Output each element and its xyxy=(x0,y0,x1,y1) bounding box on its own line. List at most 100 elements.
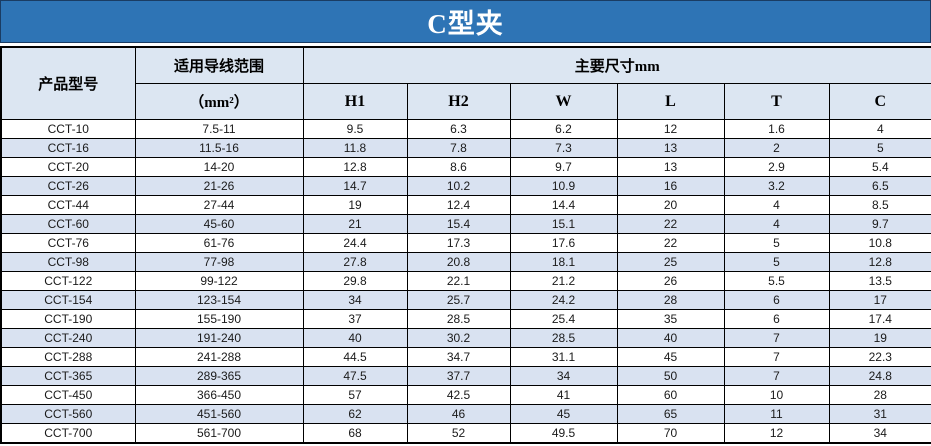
cell-t: 7 xyxy=(723,366,830,386)
cell-wire-range: 123-154 xyxy=(134,290,304,310)
cell-t: 6 xyxy=(723,290,830,310)
table-row: CCT-44 27-44 19 12.4 14.4 20 4 8.5 xyxy=(0,195,931,215)
cell-w: 45 xyxy=(509,404,618,424)
cell-wire-range: 21-26 xyxy=(134,176,304,196)
cell-wire-range: 11.5-16 xyxy=(134,138,304,158)
header-wire-range-unit: （mm²） xyxy=(134,83,304,120)
cell-model: CCT-26 xyxy=(0,176,136,196)
cell-c: 10.8 xyxy=(828,233,931,253)
cell-h1: 68 xyxy=(302,423,408,444)
header-row-1: 产品型号 适用导线范围 主要尺寸mm xyxy=(0,46,931,120)
table-row: CCT-60 45-60 21 15.4 15.1 22 4 9.7 xyxy=(0,214,931,234)
cell-model: CCT-16 xyxy=(0,138,136,158)
cell-t: 4 xyxy=(723,214,830,234)
header-wire-range: 适用导线范围 xyxy=(134,46,304,84)
table-row: CCT-20 14-20 12.8 8.6 9.7 13 2.9 5.4 xyxy=(0,157,931,177)
cell-h1: 34 xyxy=(302,290,408,310)
cell-model: CCT-240 xyxy=(0,328,136,348)
cell-c: 31 xyxy=(828,404,931,424)
cell-t: 7 xyxy=(723,328,830,348)
cell-model: CCT-20 xyxy=(0,157,136,177)
cell-w: 10.9 xyxy=(509,176,618,196)
spec-table: 产品型号 适用导线范围 主要尺寸mm （mm²） H1 H2 W L T C C… xyxy=(0,46,931,444)
table-row: CCT-76 61-76 24.4 17.3 17.6 22 5 10.8 xyxy=(0,233,931,253)
cell-h1: 14.7 xyxy=(302,176,408,196)
cell-h1: 40 xyxy=(302,328,408,348)
cell-c: 34 xyxy=(828,423,931,444)
table-row: CCT-240 191-240 40 30.2 28.5 40 7 19 xyxy=(0,328,931,348)
table-row: CCT-560 451-560 62 46 45 65 11 31 xyxy=(0,404,931,424)
cell-w: 34 xyxy=(509,366,618,386)
cell-t: 10 xyxy=(723,385,830,405)
table-row: CCT-190 155-190 37 28.5 25.4 35 6 17.4 xyxy=(0,309,931,329)
cell-w: 25.4 xyxy=(509,309,618,329)
cell-wire-range: 45-60 xyxy=(134,214,304,234)
title-bar: C型夹 xyxy=(0,0,931,43)
cell-w: 14.4 xyxy=(509,195,618,215)
cell-c: 4 xyxy=(828,119,931,139)
cell-wire-range: 289-365 xyxy=(134,366,304,386)
cell-model: CCT-288 xyxy=(0,347,136,367)
cell-l: 45 xyxy=(616,347,725,367)
cell-w: 31.1 xyxy=(509,347,618,367)
cell-model: CCT-60 xyxy=(0,214,136,234)
cell-h2: 42.5 xyxy=(406,385,511,405)
cell-h1: 44.5 xyxy=(302,347,408,367)
cell-c: 12.8 xyxy=(828,252,931,272)
cell-t: 3.2 xyxy=(723,176,830,196)
header-product-model: 产品型号 xyxy=(0,46,136,120)
cell-h1: 47.5 xyxy=(302,366,408,386)
cell-t: 2 xyxy=(723,138,830,158)
cell-t: 5 xyxy=(723,252,830,272)
table-header: 产品型号 适用导线范围 主要尺寸mm （mm²） H1 H2 W L T C xyxy=(0,46,931,120)
cell-h2: 52 xyxy=(406,423,511,444)
cell-wire-range: 14-20 xyxy=(134,157,304,177)
cell-l: 40 xyxy=(616,328,725,348)
cell-model: CCT-560 xyxy=(0,404,136,424)
table-body: CCT-10 7.5-11 9.5 6.3 6.2 12 1.6 4 CCT-1… xyxy=(0,119,931,444)
cell-h2: 7.8 xyxy=(406,138,511,158)
cell-w: 28.5 xyxy=(509,328,618,348)
cell-c: 28 xyxy=(828,385,931,405)
cell-w: 49.5 xyxy=(509,423,618,444)
cell-model: CCT-700 xyxy=(0,423,136,444)
cell-h2: 6.3 xyxy=(406,119,511,139)
cell-c: 5 xyxy=(828,138,931,158)
header-row-2: （mm²） H1 H2 W L T C xyxy=(1,83,931,120)
cell-model: CCT-190 xyxy=(0,309,136,329)
cell-l: 26 xyxy=(616,271,725,291)
cell-model: CCT-365 xyxy=(0,366,136,386)
cell-h2: 34.7 xyxy=(406,347,511,367)
cell-l: 35 xyxy=(616,309,725,329)
header-col-l: L xyxy=(616,83,725,120)
cell-model: CCT-98 xyxy=(0,252,136,272)
cell-h2: 10.2 xyxy=(406,176,511,196)
table-row: CCT-288 241-288 44.5 34.7 31.1 45 7 22.3 xyxy=(0,347,931,367)
cell-h1: 11.8 xyxy=(302,138,408,158)
cell-h1: 21 xyxy=(302,214,408,234)
cell-l: 25 xyxy=(616,252,725,272)
cell-t: 1.6 xyxy=(723,119,830,139)
cell-c: 17.4 xyxy=(828,309,931,329)
cell-h2: 28.5 xyxy=(406,309,511,329)
cell-l: 13 xyxy=(616,157,725,177)
header-col-t: T xyxy=(723,83,830,120)
cell-w: 15.1 xyxy=(509,214,618,234)
cell-h2: 17.3 xyxy=(406,233,511,253)
header-dimensions-group: 主要尺寸mm xyxy=(302,46,931,84)
cell-l: 65 xyxy=(616,404,725,424)
table-row: CCT-98 77-98 27.8 20.8 18.1 25 5 12.8 xyxy=(0,252,931,272)
cell-h1: 9.5 xyxy=(302,119,408,139)
cell-t: 6 xyxy=(723,309,830,329)
cell-h2: 12.4 xyxy=(406,195,511,215)
cell-t: 4 xyxy=(723,195,830,215)
cell-wire-range: 99-122 xyxy=(134,271,304,291)
cell-w: 21.2 xyxy=(509,271,618,291)
table-row: CCT-16 11.5-16 11.8 7.8 7.3 13 2 5 xyxy=(0,138,931,158)
cell-c: 22.3 xyxy=(828,347,931,367)
cell-c: 5.4 xyxy=(828,157,931,177)
cell-t: 5.5 xyxy=(723,271,830,291)
cell-l: 16 xyxy=(616,176,725,196)
cell-wire-range: 561-700 xyxy=(134,423,304,444)
table-row: CCT-450 366-450 57 42.5 41 60 10 28 xyxy=(0,385,931,405)
